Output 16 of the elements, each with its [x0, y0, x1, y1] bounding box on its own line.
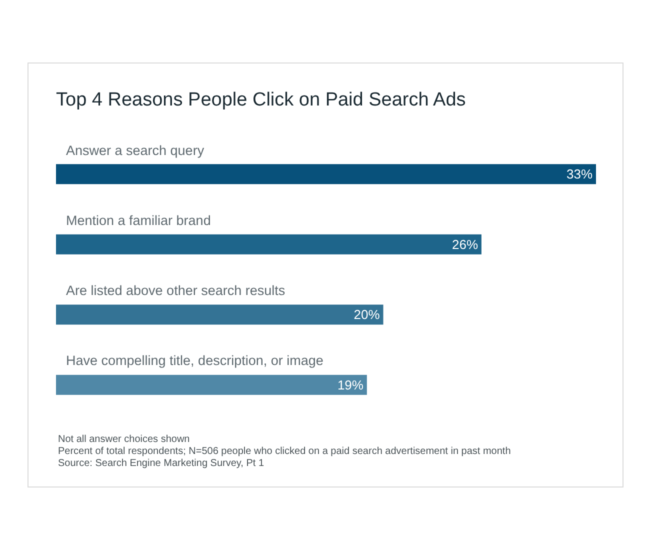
source-note: Source: Search Engine Marketing Survey, Pt 1: [58, 458, 264, 469]
chart-title: Top 4 Reasons People Click on Paid Search Ads: [56, 90, 466, 111]
bar: [56, 164, 596, 184]
y-tick-label: Mention a familiar brand: [66, 213, 211, 228]
bar: [56, 304, 384, 325]
data-label: 20%: [354, 307, 380, 322]
y-tick-label: Have compelling title, description, or image: [66, 353, 324, 368]
text: Not all answer choices shown: [58, 434, 190, 445]
bar: [56, 234, 482, 254]
data-label: 26%: [452, 236, 478, 252]
text: Percent of total respondents; N=506 people who clicked on a paid search advertisement in past month: [58, 446, 511, 457]
data-label: 19%: [337, 377, 364, 392]
bar: [56, 374, 367, 395]
y-tick-label: Are listed above other search results: [66, 283, 286, 298]
y-tick-label: Answer a search query: [66, 143, 204, 158]
data-label: 33%: [566, 166, 593, 182]
